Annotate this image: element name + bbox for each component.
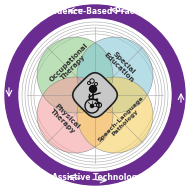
Text: Evidence-Based Practice: Evidence-Based Practice [44,7,150,17]
Circle shape [89,86,97,93]
Polygon shape [73,73,117,117]
Circle shape [37,37,113,113]
Circle shape [90,105,93,108]
Text: Special
Education: Special Education [102,47,139,84]
Text: Occupational
Therapy: Occupational Therapy [48,42,94,88]
Text: Physical
Therapy: Physical Therapy [49,103,81,135]
Circle shape [77,77,153,153]
Circle shape [5,5,185,185]
Circle shape [19,19,171,171]
Text: Speech-Language
Pathology: Speech-Language Pathology [97,95,149,147]
Circle shape [77,37,153,113]
Circle shape [37,77,113,153]
Text: Assistive Technology: Assistive Technology [52,173,142,183]
